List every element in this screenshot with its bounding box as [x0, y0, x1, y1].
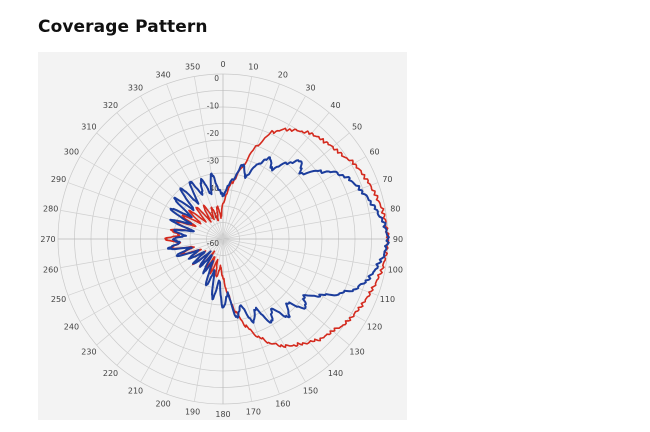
angle-tick-label: 50 [352, 123, 362, 132]
angle-tick-label: 240 [64, 323, 79, 332]
grid-spoke [222, 76, 252, 240]
angular-tick-labels: 0 10 20 30 40 50 60 70 80 90 100 110 120 130 140 150 160… [40, 60, 403, 419]
radial-tick-label: -10 [207, 102, 219, 111]
grid-spoke [222, 95, 306, 240]
polar-chart: 0-10-20-30-40-50-60 0 1020304050607080901… [40, 60, 403, 419]
grid-spoke [96, 132, 224, 240]
series-trace-1 [164, 127, 390, 348]
grid-spoke [194, 76, 224, 240]
angle-tick-label: 220 [103, 369, 118, 378]
grid-spoke [222, 238, 252, 402]
grid-spoke [222, 156, 367, 240]
angle-tick-label: 90 [393, 235, 403, 244]
grid-spoke [194, 238, 224, 402]
grid-spoke [116, 238, 224, 366]
grid-spoke [116, 112, 224, 240]
grid-spoke [222, 210, 386, 240]
angle-tick-label: 60 [369, 148, 379, 157]
angle-tick-label: 130 [349, 347, 364, 356]
angle-tick-label: 290 [51, 175, 66, 184]
angle-tick-label: 40 [330, 101, 340, 110]
angle-tick-label: 270 [40, 235, 55, 244]
grid-spoke [67, 238, 224, 296]
angle-tick-label: 210 [128, 387, 143, 396]
angle-tick-label: 330 [128, 83, 143, 92]
angle-tick-label: 0 [220, 60, 225, 69]
angle-tick-label: 80 [390, 205, 400, 214]
angle-tick-label: 250 [51, 295, 66, 304]
angle-tick-label: 70 [382, 175, 392, 184]
grid-spoke [60, 238, 224, 268]
grid-spoke [96, 238, 224, 346]
radial-tick-label: -40 [207, 184, 219, 193]
grid-spoke [79, 156, 224, 240]
radial-tick-label: -20 [207, 129, 219, 138]
polar-chart-panel: 0 -10 -20 -30 -40 -50 -60 0 10 20 30 40 50 60 70 80 90 1… [38, 52, 407, 420]
polar-grid-spokes [58, 74, 388, 404]
angle-tick-label: 100 [388, 265, 403, 274]
angle-tick-label: 340 [156, 71, 171, 80]
angle-tick-label: 110 [380, 295, 395, 304]
angle-tick-label: 140 [328, 369, 343, 378]
grid-spoke [222, 238, 367, 322]
angle-tick-label: 300 [64, 148, 79, 157]
angle-tick-label: 200 [156, 399, 171, 408]
grid-spoke [79, 238, 224, 322]
angle-tick-label: 310 [81, 123, 96, 132]
grid-spoke [140, 238, 224, 383]
grid-spoke [222, 238, 350, 346]
angle-tick-label: 150 [303, 387, 318, 396]
grid-spoke [222, 238, 379, 296]
angle-tick-label: 280 [43, 205, 58, 214]
grid-spoke [60, 210, 224, 240]
series-layer [164, 127, 390, 348]
grid-spoke [166, 238, 224, 395]
grid-spoke [222, 238, 280, 395]
grid-spoke [222, 182, 379, 240]
angle-tick-label: 160 [275, 399, 290, 408]
grid-spoke [67, 182, 224, 240]
grid-spoke [222, 238, 306, 383]
grid-spoke [222, 83, 280, 240]
radial-tick-label: 0 [214, 74, 219, 83]
grid-spoke [166, 83, 224, 240]
page-title: Coverage Pattern [38, 17, 208, 37]
angle-tick-label: 10 [248, 63, 258, 72]
angle-tick-label: 320 [103, 101, 118, 110]
angle-tick-label: 20 [278, 71, 288, 80]
angle-tick-label: 190 [185, 407, 200, 416]
angle-tick-label: 230 [81, 347, 96, 356]
grid-spoke [222, 238, 386, 268]
grid-spoke [222, 132, 350, 240]
angle-tick-label: 170 [246, 407, 261, 416]
series-trace-2 [167, 156, 390, 324]
angle-tick-label: 350 [185, 63, 200, 72]
grid-spoke [140, 95, 224, 240]
radial-tick-label: -30 [207, 157, 219, 166]
angle-tick-label: 30 [305, 83, 315, 92]
angle-tick-label: 120 [367, 323, 382, 332]
angle-tick-label: 260 [43, 265, 58, 274]
radial-tick-label: -60 [207, 239, 219, 248]
angle-tick-label: 180 [215, 410, 230, 419]
grid-spoke [222, 238, 330, 366]
